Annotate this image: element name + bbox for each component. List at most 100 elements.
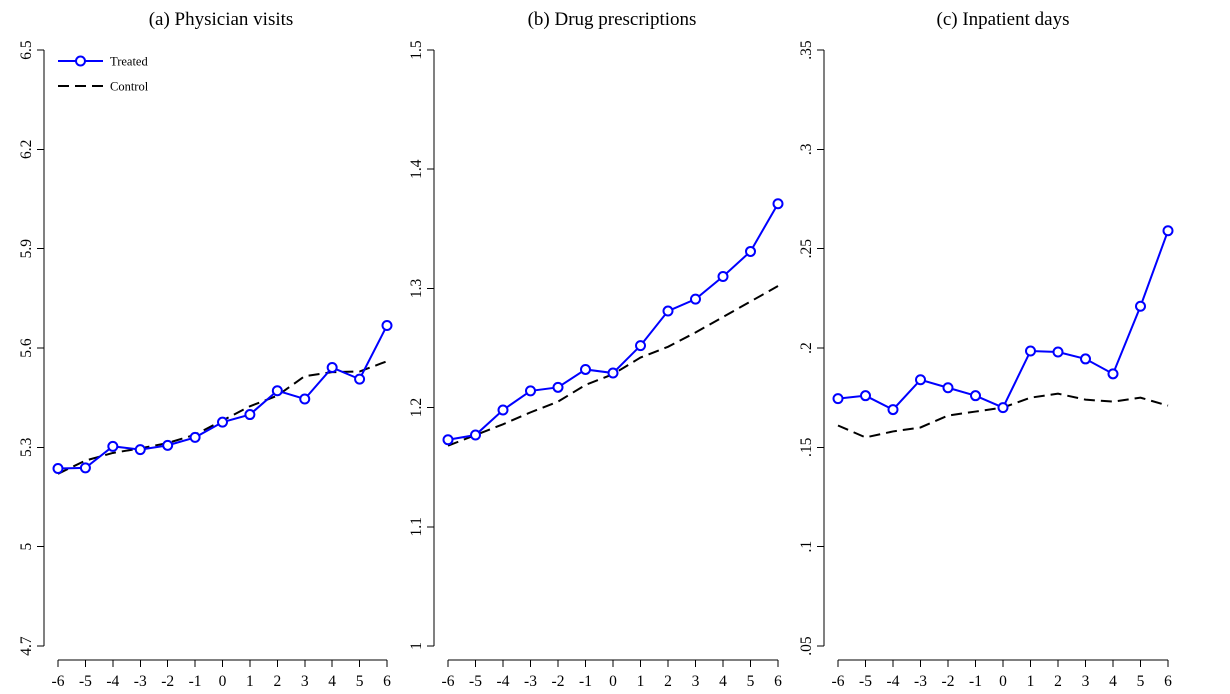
y-tick-label: 6.2: [18, 140, 35, 159]
x-tick-label: 4: [328, 673, 336, 690]
x-tick-label: -6: [832, 673, 845, 690]
x-tick-label: -1: [969, 673, 982, 690]
x-tick-label: 1: [637, 673, 645, 690]
y-tick-label: 5.3: [18, 437, 35, 457]
data-point-treated: [162, 439, 174, 451]
x-tick-label: 0: [219, 673, 227, 690]
legend-marker-treated: [75, 55, 86, 67]
data-point-treated: [244, 409, 256, 421]
data-point-treated: [772, 198, 784, 210]
data-point-treated: [79, 462, 91, 474]
panel-1: (a) Physician visits 4.7 5 5.3 5.6 5.9 6.2 6.5 -…: [18, 9, 393, 690]
series-line-control: [837, 392, 1169, 439]
data-point-treated: [1052, 346, 1064, 358]
series-line-treated: [57, 325, 388, 470]
series-line-treated: [447, 203, 779, 441]
y-tick-label: 1.1: [408, 517, 425, 536]
data-point-treated: [189, 431, 201, 443]
data-point-treated: [915, 374, 926, 386]
x-tick-label: 2: [664, 673, 672, 690]
x-tick-label: 0: [999, 673, 1007, 690]
data-point-treated: [442, 434, 454, 446]
data-point-treated: [580, 363, 591, 375]
x-tick-label: 3: [1082, 673, 1090, 690]
y-tick-label: 5.6: [18, 338, 35, 358]
panel-title: (a) Physician visits: [149, 9, 294, 30]
y-tick-label: 1.4: [408, 159, 425, 179]
data-point-treated: [887, 404, 899, 416]
y-tick-label: .15: [798, 437, 815, 457]
data-point-treated: [635, 340, 646, 352]
x-tick-label: 6: [774, 673, 782, 690]
data-point-treated: [271, 385, 283, 397]
panel-3: (c) Inpatient days .05 .1 .15 .2 .25 .3 .35 -6 -5…: [798, 9, 1174, 690]
x-tick-label: -2: [942, 673, 955, 690]
panel-title: (b) Drug prescriptions: [528, 9, 697, 30]
data-point-treated: [662, 305, 674, 317]
legend-label-treated: Treated: [110, 55, 148, 69]
x-tick-label: 6: [1164, 673, 1172, 690]
x-tick-label: 2: [273, 673, 281, 690]
legend: Treated Control: [58, 55, 149, 94]
data-point-treated: [607, 367, 619, 379]
x-tick-label: 4: [719, 673, 727, 690]
x-tick-label: -1: [579, 673, 592, 690]
data-point-treated: [1135, 300, 1146, 312]
data-point-treated: [690, 293, 701, 305]
y-tick-label: 6.5: [18, 40, 35, 60]
data-point-treated: [217, 416, 228, 428]
data-point-treated: [997, 402, 1009, 414]
panel-2: (b) Drug prescriptions 1 1.1 1.2 1.3 1.4 1.5 -6…: [408, 9, 784, 690]
y-tick-label: 1.5: [408, 40, 425, 60]
x-tick-label: 6: [383, 673, 391, 690]
x-tick-label: -4: [887, 673, 900, 690]
data-point-treated: [1025, 345, 1036, 357]
data-point-treated: [860, 390, 871, 402]
y-tick-label: .3: [798, 143, 815, 155]
legend-label-control: Control: [110, 80, 149, 94]
data-point-treated: [1107, 368, 1119, 380]
y-tick-label: .25: [798, 239, 815, 259]
y-tick-label: 4.7: [18, 636, 35, 656]
data-point-treated: [525, 385, 536, 397]
x-tick-label: -2: [161, 673, 174, 690]
series-line-control: [447, 285, 779, 447]
x-tick-label: -2: [552, 673, 565, 690]
data-point-treated: [1080, 353, 1091, 365]
x-tick-label: 1: [1027, 673, 1035, 690]
x-tick-label: 3: [301, 673, 309, 690]
y-tick-label: .1: [798, 541, 815, 553]
data-point-treated: [970, 390, 981, 402]
panel-title: (c) Inpatient days: [937, 9, 1070, 30]
x-tick-label: 3: [692, 673, 700, 690]
x-tick-label: -4: [106, 673, 119, 690]
data-point-treated: [52, 463, 64, 475]
data-point-treated: [745, 245, 756, 257]
x-tick-label: 2: [1054, 673, 1062, 690]
x-tick-label: 1: [246, 673, 254, 690]
y-tick-label: 1.2: [408, 398, 425, 417]
y-tick-label: .35: [798, 40, 815, 60]
x-tick-label: 5: [1137, 673, 1145, 690]
y-tick-label: 5.9: [18, 239, 35, 259]
x-tick-label: -3: [134, 673, 147, 690]
x-tick-label: -1: [189, 673, 202, 690]
x-tick-label: 4: [1109, 673, 1117, 690]
x-tick-label: -4: [497, 673, 510, 690]
y-tick-label: .05: [798, 636, 815, 656]
data-point-treated: [1162, 225, 1174, 237]
series-line-treated: [837, 230, 1169, 411]
data-point-treated: [942, 382, 954, 394]
data-point-treated: [134, 444, 146, 456]
x-tick-label: 0: [609, 673, 617, 690]
y-tick-label: 5: [18, 543, 35, 551]
x-tick-label: -6: [52, 673, 65, 690]
x-tick-label: -6: [442, 673, 455, 690]
data-point-treated: [497, 404, 509, 416]
data-point-treated: [552, 381, 564, 393]
data-point-treated: [381, 319, 393, 331]
y-tick-label: 1.3: [408, 278, 425, 298]
x-tick-label: -5: [859, 673, 872, 690]
data-point-treated: [299, 393, 311, 405]
